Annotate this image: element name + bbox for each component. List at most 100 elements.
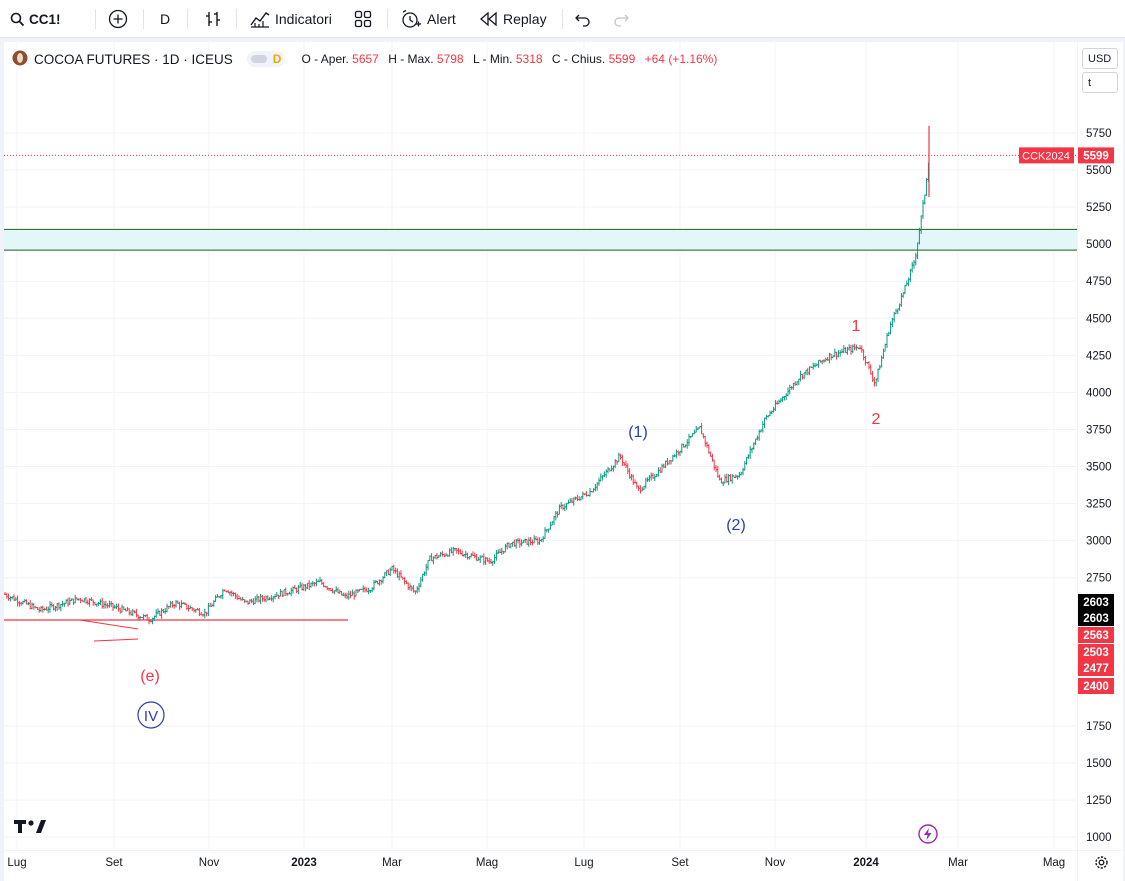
grid-lines [4, 42, 1077, 850]
redo-button[interactable] [612, 0, 630, 38]
triangle-lower-line [93, 638, 139, 642]
price-badge-label: 2477 [1083, 663, 1109, 675]
settings-gear-icon[interactable] [1093, 854, 1110, 876]
templates-button[interactable] [354, 0, 372, 38]
last-price-symbol-badge [1019, 147, 1074, 164]
time-tick-label: Set [105, 857, 123, 869]
wave-circle [137, 701, 165, 729]
price-bars [4, 125, 930, 625]
plot-area[interactable] [4, 42, 1077, 850]
symbol-label: CC1! [29, 11, 61, 27]
time-tick-label: Mar [948, 857, 968, 869]
bars-chart-icon [203, 9, 223, 29]
price-tick-label: 4500 [1086, 313, 1112, 325]
price-badge-label: 2603 [1083, 597, 1109, 609]
time-tick-labels: Lug Set Nov 2023 Mar Mag Lug Set Nov 2024 Mar Mag [7, 857, 1065, 869]
replay-button[interactable]: Replay [479, 0, 547, 38]
time-tick-label: 2024 [853, 857, 879, 869]
price-tick-label: 3250 [1086, 499, 1112, 511]
price-tick-label: 1500 [1086, 758, 1112, 770]
cocoa-logo-icon [12, 50, 28, 69]
wave-label: (2) [726, 517, 746, 534]
price-tick-label: 4250 [1086, 350, 1112, 362]
price-badge [1078, 610, 1114, 626]
currency-label: USD [1088, 52, 1112, 65]
low-value: 5318 [515, 52, 543, 66]
undo-button[interactable] [574, 0, 592, 38]
close-value: 5599 [608, 52, 636, 66]
price-tick-label: 4750 [1086, 276, 1112, 288]
price-tick-label: 1250 [1086, 795, 1112, 807]
unit-selector[interactable]: t [1082, 72, 1118, 93]
indicators-label: Indicatori [275, 11, 332, 27]
interval-badge: D [272, 52, 282, 66]
time-tick-label: Lug [7, 857, 26, 869]
price-badge-label: 2400 [1083, 681, 1109, 693]
price-tick-label: 5000 [1086, 239, 1112, 251]
resistance-zone [4, 229, 1077, 251]
chart-type-button[interactable] [203, 0, 223, 38]
unit-label: t [1088, 76, 1092, 89]
triangle-upper-line [79, 619, 139, 630]
price-chart[interactable]: (e) IV (1) (2) 1 2 1000 1250 1500 1750 2750 3000 32… [0, 38, 1125, 881]
open-value: 5657 [352, 52, 379, 66]
symbol-legend: COCOA FUTURES · 1D · ICEUS D O - Aper. 5… [12, 50, 723, 68]
price-tick-label: 5250 [1086, 202, 1112, 214]
last-price-value-badge [1078, 147, 1114, 164]
price-tick-label: 3500 [1086, 462, 1112, 474]
chart-frame: (e) IV (1) (2) 1 2 1000 1250 1500 1750 2750 3000 32… [0, 38, 1125, 881]
lightning-icon[interactable] [918, 824, 938, 849]
wave-label: 2 [872, 411, 881, 428]
indicators-button[interactable]: Indicatori [249, 0, 332, 38]
price-tick-label: 3750 [1086, 424, 1112, 436]
compare-symbol-button[interactable] [108, 0, 128, 38]
price-badge [1078, 594, 1114, 610]
price-badges: 2603 2603 2563 2503 2477 2400 [1078, 594, 1114, 694]
symbol-search-button[interactable]: CC1! [10, 0, 61, 38]
alert-button[interactable]: Alert [400, 0, 456, 38]
price-tick-label: 3000 [1086, 536, 1112, 548]
change-value: +64 (+1.16%) [644, 52, 718, 66]
last-price-marker: CCK2024 5599 [4, 147, 1114, 164]
time-tick-label: 2023 [291, 857, 317, 869]
price-tick-label: 1000 [1086, 832, 1112, 844]
time-tick-label: Set [671, 857, 689, 869]
price-tick-label: 5500 [1086, 165, 1112, 177]
ohlc-values: O - Aper. 5657 H - Max. 5798 L - Min. 53… [301, 52, 718, 66]
time-tick-label: Nov [199, 857, 220, 869]
price-tick-labels: 1000 1250 1500 1750 2750 3000 3250 3500 3750 4000… [1086, 128, 1112, 844]
time-tick-label: Mag [476, 857, 498, 869]
interval-label: D [160, 11, 171, 27]
interval-button[interactable]: D [160, 0, 170, 38]
redo-icon [612, 11, 630, 27]
search-icon [10, 12, 25, 27]
alarm-clock-icon [400, 9, 422, 29]
price-axis[interactable] [1078, 42, 1123, 850]
status-pill[interactable]: D [246, 51, 286, 67]
price-tick-label: 4000 [1086, 387, 1112, 399]
top-toolbar: CC1! D Indicatori Alert Replay [0, 0, 1125, 38]
high-value: 5798 [436, 52, 464, 66]
last-price-value: 5599 [1083, 150, 1109, 162]
grid-icon [354, 10, 372, 28]
indicators-icon [249, 9, 271, 29]
price-badge-label: 2603 [1083, 613, 1109, 625]
rewind-icon [479, 11, 499, 27]
time-tick-label: Mar [382, 857, 402, 869]
wave-label: IV [144, 708, 158, 725]
wave-label: 1 [852, 318, 861, 335]
price-badge [1078, 678, 1114, 694]
symbol-title[interactable]: COCOA FUTURES · 1D · ICEUS [34, 51, 233, 67]
undo-icon [574, 11, 592, 27]
plus-circle-icon [108, 9, 128, 29]
currency-selector[interactable]: USD [1082, 48, 1118, 69]
price-tick-label: 2750 [1086, 573, 1112, 585]
time-tick-label: Nov [765, 857, 786, 869]
time-axis[interactable] [4, 851, 1077, 881]
drawings: (e) IV (1) (2) 1 2 [79, 318, 881, 729]
axis-corner [1078, 851, 1123, 881]
price-badge [1078, 627, 1114, 643]
price-badge [1078, 644, 1114, 660]
tradingview-logo[interactable] [14, 817, 48, 840]
replay-label: Replay [503, 11, 547, 27]
